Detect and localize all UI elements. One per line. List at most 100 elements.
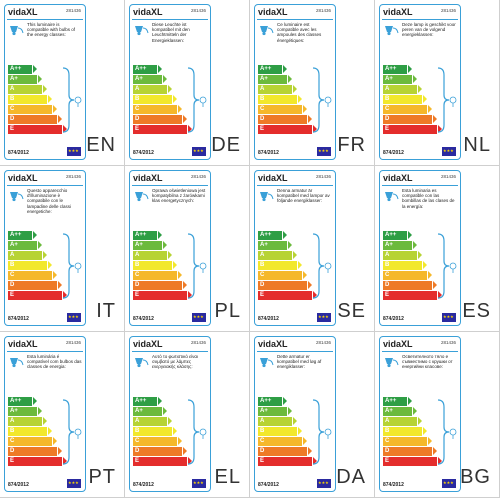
brand-name: vidaXL: [133, 339, 163, 349]
energy-class-bar: C: [133, 271, 182, 280]
energy-label-cell-en: vidaXL 281436 This luminaire is compatible…: [0, 0, 125, 166]
energy-label-cell-pl: vidaXL 281436 Oprawa oświetleniowa jest ko…: [125, 166, 250, 332]
header-divider: [257, 351, 333, 352]
regulation-number: 874/2012: [383, 482, 404, 488]
energy-class-bar: C: [8, 105, 57, 114]
eu-flag-icon: [192, 479, 206, 488]
lamp-icon: [385, 192, 399, 202]
energy-class-bar: A++: [258, 231, 287, 240]
energy-class-bar: B: [258, 261, 302, 270]
regulation-number: 874/2012: [8, 316, 29, 322]
energy-class-bar: A+: [8, 407, 42, 416]
energy-label-card: vidaXL 281436 Αυτό το φωτιστικό είναι συμβ…: [129, 336, 211, 492]
energy-class-bars: A++ A+ A B C D E: [258, 397, 317, 467]
brand-name: vidaXL: [258, 173, 288, 183]
energy-class-bar: D: [8, 115, 62, 124]
product-code: 281436: [440, 340, 456, 345]
regulation-number: 874/2012: [133, 482, 154, 488]
language-code: BG: [460, 466, 491, 488]
bulb-brace-icon: [62, 399, 82, 465]
energy-class-bar: C: [383, 105, 432, 114]
energy-class-bar: A++: [258, 65, 287, 74]
header-divider: [7, 185, 83, 186]
energy-class-bar: A+: [258, 75, 292, 84]
eu-flag-icon: [192, 147, 206, 156]
energy-class-bar: E: [133, 291, 192, 300]
lamp-icon: [135, 192, 149, 202]
header-divider: [132, 19, 208, 20]
energy-label-cell-pt: vidaXL 281436 Esta luminária é compatível …: [0, 332, 125, 498]
lamp-icon: [10, 358, 24, 368]
lamp-icon: [260, 192, 274, 202]
regulation-number: 874/2012: [258, 150, 279, 156]
energy-label-card: vidaXL 281436 Diese Leuchte ist kompatibel…: [129, 4, 211, 160]
energy-class-bar: E: [383, 457, 442, 466]
energy-class-bar: C: [258, 271, 307, 280]
bulb-brace-icon: [187, 67, 207, 133]
energy-class-bar: B: [258, 427, 302, 436]
energy-class-bar: E: [258, 457, 317, 466]
energy-label-cell-de: vidaXL 281436 Diese Leuchte ist kompatibel…: [125, 0, 250, 166]
energy-class-bar: C: [258, 437, 307, 446]
bulb-brace-icon: [437, 233, 457, 299]
energy-class-bar: A+: [133, 241, 167, 250]
compatibility-text: Esta luminária é compatível com bulbos d…: [27, 354, 82, 370]
language-code: EN: [86, 134, 116, 156]
bulb-brace-icon: [187, 233, 207, 299]
energy-class-bar: A++: [8, 397, 37, 406]
header-divider: [382, 351, 458, 352]
eu-flag-icon: [442, 147, 456, 156]
energy-class-bar: B: [258, 95, 302, 104]
compatibility-text: Esta luminaria es compatible con las bom…: [402, 188, 455, 209]
header-divider: [132, 185, 208, 186]
language-code: ES: [462, 300, 491, 322]
bulb-brace-icon: [312, 399, 332, 465]
energy-class-bar: A: [383, 251, 422, 260]
energy-class-bar: C: [8, 271, 57, 280]
bulb-brace-icon: [312, 233, 332, 299]
bulb-brace-icon: [437, 67, 457, 133]
energy-class-bar: A: [133, 417, 172, 426]
energy-label-card: vidaXL 281436 Ce luminaire est compatible …: [254, 4, 336, 160]
energy-class-bar: E: [8, 291, 67, 300]
brand-name: vidaXL: [383, 173, 413, 183]
energy-class-bar: B: [8, 261, 52, 270]
regulation-number: 874/2012: [383, 150, 404, 156]
energy-class-bar: A: [133, 85, 172, 94]
energy-class-bar: A+: [258, 241, 292, 250]
energy-class-bar: D: [258, 281, 312, 290]
energy-label-card: vidaXL 281436 Esta luminaria es compatible…: [379, 170, 461, 326]
header-divider: [257, 185, 333, 186]
product-code: 281436: [315, 340, 331, 345]
compatibility-text: Αυτό το φωτιστικό είναι συμβατό με λάμπε…: [152, 354, 198, 370]
energy-class-bar: D: [383, 281, 437, 290]
energy-class-bar: A+: [8, 75, 42, 84]
energy-class-bar: D: [133, 281, 187, 290]
energy-class-bar: C: [258, 105, 307, 114]
energy-class-bar: E: [8, 125, 67, 134]
energy-class-bars: A++ A+ A B C D E: [258, 65, 317, 135]
energy-class-bar: A++: [383, 231, 412, 240]
energy-class-bar: E: [133, 457, 192, 466]
lamp-icon: [385, 358, 399, 368]
energy-class-bar: D: [258, 447, 312, 456]
energy-class-bar: E: [383, 291, 442, 300]
energy-class-bar: E: [8, 457, 67, 466]
energy-class-bar: D: [383, 115, 437, 124]
bulb-brace-icon: [187, 399, 207, 465]
eu-flag-icon: [317, 147, 331, 156]
energy-label-cell-el: vidaXL 281436 Αυτό το φωτιστικό είναι συμβ…: [125, 332, 250, 498]
header-divider: [257, 19, 333, 20]
energy-label-card: vidaXL 281436 Denna armatur är kompatibel …: [254, 170, 336, 326]
eu-flag-icon: [67, 313, 81, 322]
energy-class-bar: A+: [133, 407, 167, 416]
compatibility-text: Deze lamp is geschikt voor peren van de …: [402, 22, 456, 38]
energy-label-card: vidaXL 281436 Esta luminária é compatível …: [4, 336, 86, 492]
product-code: 281436: [440, 8, 456, 13]
eu-flag-icon: [192, 313, 206, 322]
brand-name: vidaXL: [133, 7, 163, 17]
energy-class-bar: A: [133, 251, 172, 260]
product-code: 281436: [190, 174, 206, 179]
energy-class-bar: B: [133, 261, 177, 270]
compatibility-text: Diese Leuchte ist kompatibel mit den Leu…: [152, 22, 190, 43]
